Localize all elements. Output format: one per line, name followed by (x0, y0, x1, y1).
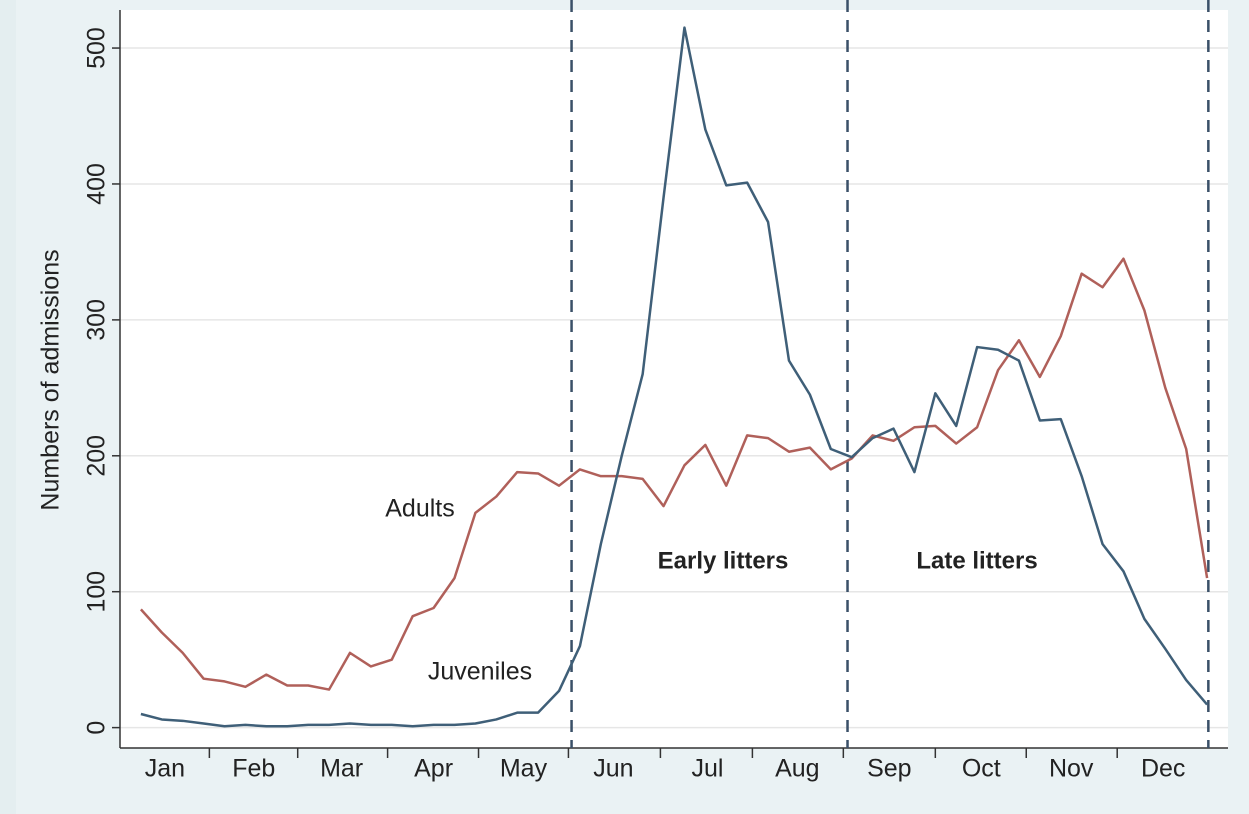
x-tick-label: Mar (320, 755, 363, 783)
x-tick-label: Dec (1141, 755, 1185, 783)
x-tick-label: May (500, 755, 548, 783)
x-tick-label: Jul (691, 755, 723, 783)
x-tick-label: Jun (593, 755, 633, 783)
x-tick-label: Jan (145, 755, 185, 783)
data-line (140, 26, 1209, 728)
y-tick-label: 200 (83, 435, 111, 477)
plot-area (120, 10, 1228, 748)
y-tick-label: 0 (83, 721, 111, 735)
y-axis-label: Numbers of admissions (37, 249, 65, 510)
x-tick-label: Apr (414, 755, 453, 783)
x-tick-label: Oct (962, 755, 1001, 783)
series-label: Juveniles (428, 658, 532, 686)
data-line (139, 257, 1209, 691)
annotation: Late litters (916, 547, 1037, 574)
x-tick-label: Feb (232, 755, 275, 783)
series-label: Adults (385, 495, 454, 523)
y-tick-label: 500 (83, 27, 111, 69)
y-tick-label: 400 (83, 163, 111, 205)
x-tick-label: Aug (775, 755, 819, 783)
x-tick-label: Nov (1049, 755, 1094, 783)
x-tick-label: Sep (867, 755, 911, 783)
annotation: Early litters (658, 547, 789, 574)
y-tick-label: 300 (83, 299, 111, 341)
y-tick-label: 100 (83, 571, 111, 613)
